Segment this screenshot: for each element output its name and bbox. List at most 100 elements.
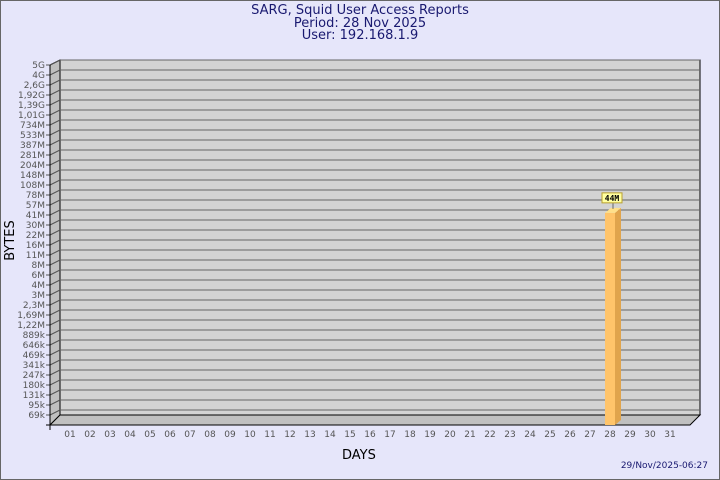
y-tick-diagonal	[49, 199, 61, 206]
y-tick-label: 247k	[23, 371, 46, 381]
x-tick-label: 06	[164, 430, 176, 440]
bar-side-day-28	[615, 207, 621, 425]
x-tick-label: 09	[224, 430, 236, 440]
y-tick-diagonal	[49, 149, 61, 156]
y-tick-label: 69k	[28, 411, 45, 421]
y-tick-label: 341k	[23, 361, 46, 371]
y-tick-diagonal	[49, 169, 61, 176]
y-tick-diagonal	[49, 329, 61, 336]
chart-title: SARG, Squid User Access Reports	[251, 3, 469, 18]
x-tick-label: 21	[464, 430, 475, 440]
y-tick-diagonal	[49, 109, 61, 116]
y-tick-label: 1,39G	[18, 101, 45, 111]
chart-period: Period: 28 Nov 2025	[293, 16, 427, 31]
y-tick-diagonal	[49, 399, 61, 406]
x-tick-label: 24	[524, 430, 536, 440]
y-tick-label: 6M	[32, 271, 46, 281]
y-tick-diagonal	[49, 89, 61, 96]
x-tick-label: 27	[584, 430, 595, 440]
y-tick-label: 16M	[26, 241, 45, 251]
y-tick-diagonal	[49, 99, 61, 106]
y-tick-label: 30M	[26, 221, 45, 231]
y-tick-label: 148M	[20, 171, 45, 181]
y-tick-diagonal	[49, 259, 61, 266]
x-tick-label: 04	[124, 430, 136, 440]
y-tick-label: 1,69M	[17, 311, 45, 321]
y-tick-label: 5G	[32, 61, 45, 71]
y-tick-diagonal	[49, 359, 61, 366]
y-tick-diagonal	[49, 229, 61, 236]
y-tick-diagonal	[49, 249, 61, 256]
bar-front-day-28	[605, 212, 615, 425]
x-tick-label: 17	[384, 430, 395, 440]
y-tick-diagonal	[49, 349, 61, 356]
x-tick-label: 26	[564, 430, 576, 440]
x-tick-label: 13	[304, 430, 315, 440]
y-tick-diagonal	[49, 339, 61, 346]
y-tick-diagonal	[49, 269, 61, 276]
y-tick-diagonal	[49, 59, 61, 66]
x-tick-label: 11	[264, 430, 275, 440]
y-tick-diagonal	[49, 299, 61, 306]
x-tick-label: 12	[284, 430, 295, 440]
y-tick-label: 469k	[23, 351, 46, 361]
data-label: 44M	[605, 194, 620, 203]
y-tick-diagonal	[49, 409, 61, 416]
y-tick-label: 889k	[23, 331, 46, 341]
y-tick-label: 57M	[26, 201, 45, 211]
x-tick-label: 01	[64, 430, 75, 440]
y-tick-label: 1,01G	[18, 111, 45, 121]
y-tick-diagonal	[49, 209, 61, 216]
data-label-box	[601, 192, 623, 204]
x-tick-label: 20	[444, 430, 456, 440]
chart-user: User: 192.168.1.9	[301, 28, 419, 43]
x-tick-label: 25	[544, 430, 555, 440]
y-tick-diagonal	[49, 119, 61, 126]
x-tick-label: 29	[624, 430, 636, 440]
x-tick-label: 14	[324, 430, 336, 440]
y-tick-diagonal	[49, 219, 61, 226]
y-tick-diagonal	[49, 189, 61, 196]
y-tick-diagonal	[49, 379, 61, 386]
y-tick-diagonal	[49, 319, 61, 326]
y-tick-label: 11M	[26, 251, 45, 261]
y-tick-label: 41M	[26, 211, 45, 221]
y-tick-diagonal	[49, 129, 61, 136]
x-tick-label: 16	[364, 430, 376, 440]
y-tick-label: 204M	[20, 161, 45, 171]
y-tick-label: 180k	[23, 381, 46, 391]
y-tick-label: 22M	[26, 231, 45, 241]
x-tick-label: 23	[504, 430, 515, 440]
y-tick-label: 4G	[32, 71, 45, 81]
x-tick-label: 07	[184, 430, 195, 440]
y-tick-label: 78M	[26, 191, 45, 201]
x-tick-label: 15	[344, 430, 355, 440]
x-tick-label: 08	[204, 430, 216, 440]
x-tick-label: 28	[604, 430, 616, 440]
x-tick-label: 22	[484, 430, 495, 440]
plot-floor	[48, 414, 702, 426]
y-tick-label: 3M	[32, 291, 46, 301]
x-tick-label: 30	[644, 430, 656, 440]
y-tick-label: 95k	[28, 401, 45, 411]
y-tick-label: 1,92G	[18, 91, 45, 101]
y-tick-label: 131k	[23, 391, 46, 401]
x-tick-label: 10	[244, 430, 256, 440]
y-tick-diagonal	[49, 239, 61, 246]
y-tick-diagonal	[49, 389, 61, 396]
y-tick-diagonal	[49, 159, 61, 166]
x-tick-label: 03	[104, 430, 115, 440]
x-axis-label: DAYS	[342, 448, 376, 463]
y-tick-label: 281M	[20, 151, 45, 161]
timestamp: 29/Nov/2025-06:27	[620, 461, 708, 471]
y-tick-diagonal	[49, 369, 61, 376]
y-tick-diagonal	[49, 289, 61, 296]
y-tick-label: 533M	[20, 131, 45, 141]
x-tick-label: 31	[664, 430, 675, 440]
y-tick-label: 4M	[32, 281, 46, 291]
y-tick-diagonal	[49, 139, 61, 146]
plot-back-wall	[59, 59, 701, 416]
y-tick-diagonal	[49, 309, 61, 316]
y-tick-label: 1,22M	[17, 321, 45, 331]
